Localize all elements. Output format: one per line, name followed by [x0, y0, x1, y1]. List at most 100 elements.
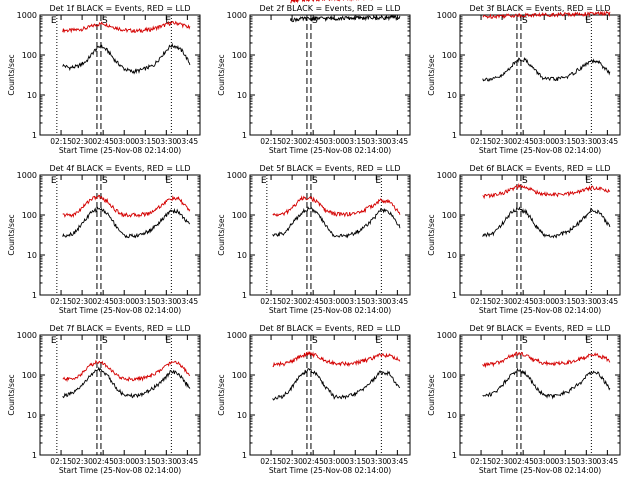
y-tick-label: 10: [237, 91, 247, 100]
y-axis-label: Counts/sec: [427, 214, 436, 255]
y-tick-label: 1000: [227, 11, 247, 20]
y-tick-label: 1: [242, 451, 247, 460]
x-axis-label: Start Time (25-Nov-08 02:14:00): [269, 306, 391, 315]
x-axis-label: Start Time (25-Nov-08 02:14:00): [269, 146, 391, 155]
x-axis-label: Start Time (25-Nov-08 02:14:00): [479, 146, 601, 155]
marker-label-S: S: [102, 16, 108, 26]
x-tick-label: 02:45: [302, 137, 324, 146]
y-tick-label: 1000: [227, 171, 247, 180]
panel-title: Det 4f BLACK = Events, RED = LLD: [49, 164, 190, 173]
series-line-events: [62, 42, 191, 75]
y-tick-label: 100: [442, 371, 457, 380]
y-tick-label: 1000: [17, 171, 37, 180]
x-tick-label: 02:30: [71, 137, 93, 146]
y-axis-label: Counts/sec: [217, 54, 226, 95]
y-tick-label: 1000: [437, 171, 457, 180]
marker-label-S: S: [312, 16, 318, 26]
x-tick-label: 03:30: [366, 297, 388, 306]
panel-det-4: Det 4f BLACK = Events, RED = LLD 1 10 100 10…: [7, 164, 201, 315]
marker-label-S: S: [102, 336, 108, 346]
series-line-events: [482, 367, 611, 400]
marker-label-S: S: [522, 336, 528, 346]
marker-label-S: S: [312, 336, 318, 346]
panel-title: Det 9f BLACK = Events, RED = LLD: [469, 324, 610, 333]
marker-label-E: E: [261, 176, 267, 186]
x-axis-label: Start Time (25-Nov-08 02:14:00): [59, 306, 181, 315]
x-tick-label: 03:30: [156, 457, 178, 466]
series-line-lld: [62, 194, 191, 218]
y-tick-label: 100: [232, 51, 247, 60]
x-tick-label: 03:45: [387, 457, 409, 466]
x-tick-label: 02:15: [50, 297, 72, 306]
marker-label-S: S: [522, 176, 528, 186]
series-line-lld: [482, 351, 611, 369]
y-tick-label: 1: [242, 131, 247, 140]
x-tick-label: 02:45: [512, 297, 534, 306]
x-tick-label: 03:15: [554, 137, 576, 146]
y-tick-label: 100: [22, 371, 37, 380]
y-tick-label: 10: [27, 91, 37, 100]
panel-title: Det 2f BLACK = Events, RED = LLD: [259, 4, 400, 13]
series-line-lld: [272, 195, 401, 218]
x-tick-label: 02:45: [512, 457, 534, 466]
y-tick-label: 1: [32, 451, 37, 460]
x-tick-label: 03:45: [177, 137, 199, 146]
panel-title: Det 7f BLACK = Events, RED = LLD: [49, 324, 190, 333]
marker-label-E: E: [165, 336, 171, 346]
y-tick-label: 10: [237, 251, 247, 260]
x-tick-label: 03:00: [323, 457, 345, 466]
x-tick-label: 02:15: [260, 457, 282, 466]
x-tick-label: 03:45: [177, 297, 199, 306]
y-axis-label: Counts/sec: [427, 54, 436, 95]
x-tick-label: 02:45: [92, 457, 114, 466]
series-line-lld: [272, 350, 401, 368]
marker-label-E: E: [165, 16, 171, 26]
x-tick-label: 02:45: [92, 297, 114, 306]
x-tick-label: 02:30: [491, 137, 513, 146]
y-axis-label: Counts/sec: [7, 54, 16, 95]
y-tick-label: 100: [442, 51, 457, 60]
panel-det-8: Det 8f BLACK = Events, RED = LLD 1 10 100 10…: [217, 324, 411, 475]
y-tick-label: 1: [452, 451, 457, 460]
x-tick-label: 03:15: [344, 297, 366, 306]
marker-label-E: E: [585, 16, 591, 26]
marker-label-E: E: [375, 336, 381, 346]
x-tick-label: 03:00: [113, 137, 135, 146]
plot-frame: [459, 174, 621, 296]
y-tick-label: 100: [232, 371, 247, 380]
series-line-events: [272, 206, 401, 239]
x-tick-label: 03:45: [597, 137, 619, 146]
x-tick-label: 03:00: [113, 297, 135, 306]
y-tick-label: 1000: [437, 11, 457, 20]
panel-det-6: Det 6f BLACK = Events, RED = LLD 1 10 100 10…: [427, 164, 621, 315]
x-tick-label: 03:00: [533, 137, 555, 146]
series-line-events: [272, 368, 401, 401]
x-tick-label: 03:30: [156, 137, 178, 146]
x-tick-label: 02:30: [281, 297, 303, 306]
y-tick-label: 100: [442, 211, 457, 220]
x-tick-label: 02:30: [281, 137, 303, 146]
x-tick-label: 03:15: [344, 137, 366, 146]
x-tick-label: 02:30: [71, 297, 93, 306]
plot-frame: [39, 334, 201, 456]
y-tick-label: 10: [447, 91, 457, 100]
y-tick-label: 1000: [227, 331, 247, 340]
x-tick-label: 02:30: [71, 457, 93, 466]
marker-label-E: E: [165, 176, 171, 186]
x-tick-label: 02:30: [491, 457, 513, 466]
marker-label-E: E: [375, 176, 381, 186]
x-axis-label: Start Time (25-Nov-08 02:14:00): [269, 466, 391, 475]
x-tick-label: 03:45: [387, 137, 409, 146]
plot-frame: [249, 334, 411, 456]
x-tick-label: 02:45: [92, 137, 114, 146]
x-tick-label: 02:30: [491, 297, 513, 306]
x-tick-label: 03:30: [576, 137, 598, 146]
x-tick-label: 03:00: [533, 297, 555, 306]
x-axis-label: Start Time (25-Nov-08 02:14:00): [479, 466, 601, 475]
panel-title: Det 5f BLACK = Events, RED = LLD: [259, 164, 400, 173]
x-tick-label: 03:45: [597, 457, 619, 466]
panel-det-2: Det 2f BLACK = Events, RED = LLD 1 10 100 10…: [217, 0, 411, 155]
x-tick-label: 03:30: [366, 457, 388, 466]
panel-det-9: Det 9f BLACK = Events, RED = LLD 1 10 100 10…: [427, 324, 621, 475]
x-axis-label: Start Time (25-Nov-08 02:14:00): [59, 466, 181, 475]
